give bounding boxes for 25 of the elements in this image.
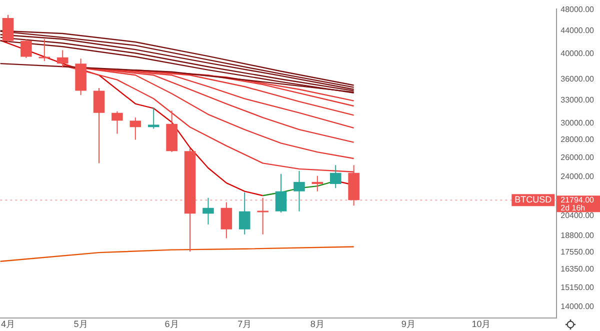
y-tick-label: 17550.00 bbox=[560, 247, 595, 256]
y-tick-label: 26000.00 bbox=[560, 152, 595, 162]
y-tick-label: 36000.00 bbox=[560, 74, 595, 84]
x-tick-label: 6月 bbox=[164, 319, 179, 330]
y-tick-label: 40000.00 bbox=[560, 48, 595, 58]
x-tick-label: 5月 bbox=[74, 319, 88, 330]
y-tick-label: 24000.00 bbox=[560, 172, 595, 182]
text: 21794.00 bbox=[560, 195, 595, 204]
y-tick-label: 15150.00 bbox=[560, 282, 595, 292]
ref-line-label: BTCUSD bbox=[514, 194, 552, 205]
x-tick-label: 10月 bbox=[472, 319, 491, 330]
x-tick-label: 4月 bbox=[0, 319, 16, 330]
x-tick-label: 7月 bbox=[238, 319, 252, 330]
y-tick-label: 28000.00 bbox=[560, 134, 595, 144]
x-tick-label: 8月 bbox=[310, 319, 324, 330]
y-tick-label: 14000.00 bbox=[560, 302, 595, 311]
y-tick-label: 44000.00 bbox=[560, 26, 595, 35]
y-tick-label: 20400.00 bbox=[560, 211, 595, 220]
y-tick-label: 16350.00 bbox=[560, 264, 595, 274]
x-tick-label: 9月 bbox=[401, 319, 416, 330]
y-tick-label: 30000.00 bbox=[560, 118, 595, 128]
y-tick-label: 48000.00 bbox=[560, 5, 595, 14]
y-tick-label: 18800.00 bbox=[560, 230, 595, 240]
y-tick-label: 33000.00 bbox=[560, 95, 595, 104]
text: 2d 16h bbox=[560, 203, 586, 212]
